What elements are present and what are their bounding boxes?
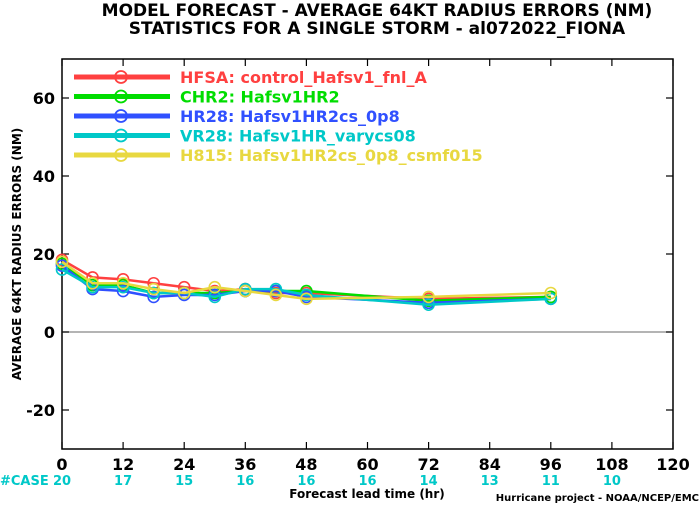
data-point [116, 280, 130, 294]
case-count: 14 [420, 474, 438, 489]
x-tick-label: 60 [356, 455, 378, 474]
legend-entry-hr28: HR28: Hafsv1HR2cs_0p8 [74, 107, 400, 126]
y-tick-label: -20 [26, 401, 55, 420]
legend-label: VR28: Hafsv1HR_varycs08 [180, 127, 416, 146]
data-point [422, 298, 435, 312]
data-point [208, 290, 222, 304]
data-point [55, 263, 69, 276]
x-axis-label: Forecast lead time (hr) [289, 487, 445, 501]
legend-entry-h815: H815: Hafsv1HR2cs_0p8_csmf015 [74, 146, 483, 165]
legend-swatch-marker [114, 89, 128, 104]
data-point [147, 282, 160, 296]
legend-swatch-marker [114, 148, 128, 162]
case-label: #CASE [0, 474, 49, 489]
x-tick-label: 96 [540, 455, 562, 474]
x-tick-label: 24 [173, 455, 195, 474]
case-count: 15 [175, 474, 193, 489]
data-point [269, 288, 283, 302]
x-tick-label: 36 [234, 455, 256, 474]
chart-title-line1: MODEL FORECAST - AVERAGE 64KT RADIUS ERR… [102, 1, 653, 21]
data-point [422, 290, 435, 304]
case-count: 20 [53, 474, 71, 489]
case-count-row: 20 17 15 16 16 16 14 13 11 10 [53, 474, 621, 489]
y-tick-label: 20 [33, 245, 55, 264]
legend-label: HFSA: control_Hafsv1_fnl_A [180, 68, 427, 87]
case-count: 16 [358, 474, 376, 489]
legend-label: H815: Hafsv1HR2cs_0p8_csmf015 [180, 146, 483, 165]
series-layer [55, 253, 558, 312]
legend-label: CHR2: Hafsv1HR2 [180, 88, 340, 107]
series-line [61, 260, 551, 301]
data-point [116, 284, 130, 298]
legend-entry-chr2: CHR2: Hafsv1HR2 [74, 88, 340, 107]
case-count: 16 [297, 474, 315, 489]
data-point [177, 286, 191, 300]
data-point [544, 286, 558, 300]
x-tick-label: 84 [479, 455, 501, 474]
y-axis-label: AVERAGE 64KT RADIUS ERRORS (NM) [10, 128, 24, 380]
x-tick-label: 108 [595, 455, 628, 474]
data-point [147, 286, 160, 300]
y-tick-label: 0 [44, 323, 55, 342]
data-point [55, 255, 69, 269]
legend-swatch-marker [114, 128, 128, 143]
data-point [239, 284, 252, 298]
legend-label: HR28: Hafsv1HR2cs_0p8 [180, 107, 400, 126]
x-tick-label: 120 [656, 455, 689, 474]
case-count: 16 [236, 474, 254, 489]
x-tick-label: 0 [56, 455, 67, 474]
data-point [208, 280, 222, 294]
case-count: 17 [114, 474, 132, 489]
x-tick-label: 48 [295, 455, 317, 474]
data-point [300, 288, 313, 302]
series-h815 [55, 255, 558, 306]
data-point [86, 276, 99, 290]
legend-entry-vr28: VR28: Hafsv1HR_varycs08 [74, 127, 416, 146]
case-count: 10 [603, 474, 621, 489]
y-axis-ticks: -20 0 20 40 60 [26, 89, 673, 420]
chart-title-line2: STATISTICS FOR A SINGLE STORM - al072022… [129, 19, 626, 39]
x-tick-label: 12 [112, 455, 134, 474]
credit-text: Hurricane project - NOAA/NCEP/EMC [496, 493, 699, 504]
x-tick-label: 72 [417, 455, 439, 474]
case-count: 13 [481, 474, 499, 489]
x-axis-ticks: 0 12 24 36 48 60 72 84 96 108 120 [56, 59, 690, 474]
y-tick-label: 60 [33, 89, 55, 108]
legend-swatch-marker [114, 109, 128, 123]
legend-entry-hfsa: HFSA: control_Hafsv1_fnl_A [74, 68, 427, 87]
case-count: 11 [542, 474, 560, 489]
data-point [300, 292, 313, 306]
data-point [86, 280, 99, 294]
y-tick-label: 40 [33, 167, 55, 186]
legend-swatch-marker [114, 70, 128, 84]
data-point [116, 276, 130, 290]
data-point [147, 290, 160, 304]
